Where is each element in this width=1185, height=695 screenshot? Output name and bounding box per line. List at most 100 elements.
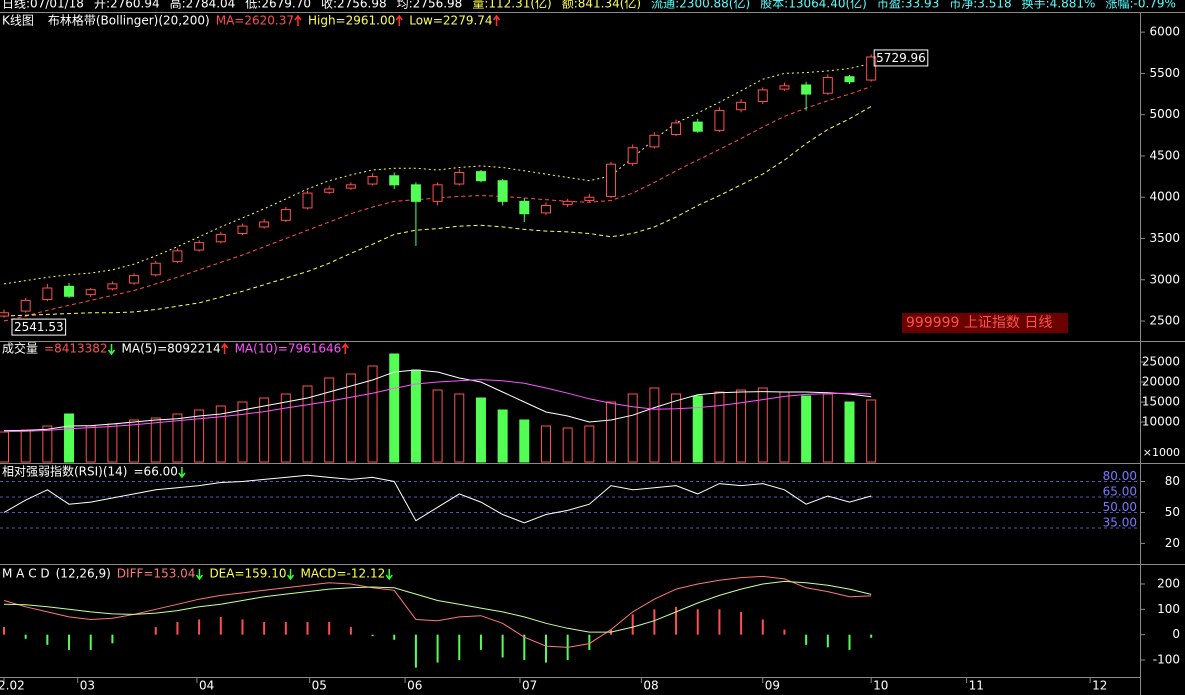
- volume-bar: [692, 395, 703, 463]
- candle-body: [107, 283, 118, 290]
- panel-title: K线图: [2, 14, 34, 28]
- series-line: [3, 580, 872, 633]
- indicator-label: High=2961.00: [308, 14, 395, 28]
- candle-body: [584, 196, 595, 202]
- candle-body: [866, 56, 877, 81]
- indicator-label: 布林格带(Bollinger)(20,200): [48, 13, 210, 28]
- trend-arrow: [220, 342, 229, 354]
- volume-bar: [172, 413, 183, 463]
- volume-bar: [671, 393, 682, 463]
- label-box: [873, 49, 929, 67]
- volume-bar: [519, 419, 530, 463]
- indicator-label: 成交量: [2, 341, 38, 356]
- candle-body: [367, 176, 378, 185]
- trend-arrow: [395, 14, 403, 26]
- candle-body: [324, 188, 335, 193]
- volume-bar: [64, 413, 75, 463]
- series-line: [3, 369, 872, 432]
- x-tick-label: 04: [199, 679, 214, 693]
- candle-body: [736, 101, 747, 111]
- reference-label: 65.00: [1103, 484, 1137, 498]
- candle-body: [606, 163, 617, 197]
- quote-field: 额:841.34(亿): [562, 0, 641, 11]
- indicator-label: M A C D: [2, 567, 50, 581]
- volume-bar: [237, 401, 248, 463]
- volume-bar: [454, 393, 465, 463]
- candle-body: [692, 121, 703, 132]
- volume-bar: [259, 397, 270, 463]
- volume-bar: [85, 425, 96, 463]
- indicator-label: =66.00: [134, 465, 178, 479]
- volume-bar: [345, 373, 356, 463]
- indicator-label: MA(5)=8092214: [122, 342, 221, 356]
- quote-field: 收:2756.98: [321, 0, 387, 11]
- y-tick-label: 200: [1157, 576, 1180, 590]
- x-tick-label: 03: [80, 679, 95, 693]
- quote-field: 低:2679.70: [245, 0, 311, 11]
- volume-bar: [42, 425, 53, 463]
- volume-bar: [649, 387, 660, 463]
- candle-body: [822, 77, 833, 94]
- candle-body: [714, 110, 725, 131]
- candle-body: [389, 175, 400, 186]
- unit-label: ×1000: [1143, 446, 1180, 459]
- candle-body: [237, 225, 248, 235]
- candle-body: [129, 275, 140, 284]
- trend-arrow: [107, 344, 116, 356]
- candle-body: [345, 184, 356, 189]
- volume-bar: [389, 353, 400, 463]
- candle-body: [562, 200, 573, 206]
- y-tick-label: 20000: [1142, 375, 1180, 389]
- y-tick-label: 4000: [1149, 190, 1180, 204]
- trend-arrow: [385, 569, 393, 581]
- trend-arrow: [178, 467, 186, 479]
- volume-bar: [497, 409, 508, 463]
- volume-bar: [280, 393, 291, 463]
- quote-field: 涨幅:-0.79%: [1105, 0, 1176, 11]
- volume-bar: [801, 395, 812, 463]
- quote-field: 日线:07/01/18: [2, 0, 84, 11]
- volume-bar: [324, 377, 335, 463]
- volume-bar: [475, 397, 486, 463]
- volume-bar: [606, 401, 617, 463]
- quote-field: 市盈:33.93: [877, 0, 939, 11]
- volume-bar: [736, 389, 747, 463]
- volume-bar: [107, 423, 118, 463]
- y-tick-label: 20: [1165, 536, 1180, 550]
- candle-body: [150, 262, 161, 276]
- candle-body: [0, 312, 9, 317]
- quote-field: 高:2784.04: [170, 0, 236, 11]
- quote-field: 市净:3.518: [949, 0, 1011, 11]
- volume-bar: [562, 427, 573, 463]
- indicator-label: MACD=-12.12: [301, 567, 386, 581]
- candle-body: [20, 299, 31, 312]
- candle-body: [519, 200, 530, 215]
- x-tick-label: 11: [969, 679, 984, 693]
- y-tick-label: 5000: [1149, 107, 1180, 121]
- series-line: [3, 105, 872, 317]
- y-tick-label: 0: [1172, 627, 1180, 641]
- volume-bar: [844, 401, 855, 463]
- indicator-label: MA(10)=7961646: [235, 342, 342, 356]
- volume-bar: [822, 393, 833, 463]
- trend-arrow: [294, 14, 302, 26]
- volume-bar: [757, 387, 768, 463]
- low-label: 2541.53: [14, 320, 64, 334]
- y-tick-label: 2500: [1149, 314, 1180, 328]
- y-tick-label: 4500: [1149, 148, 1180, 162]
- y-tick-label: 5500: [1149, 66, 1180, 80]
- trend-arrow: [195, 569, 204, 581]
- candle-body: [671, 122, 682, 135]
- indicator-label: DEA=159.10: [209, 567, 286, 581]
- candle-body: [497, 180, 508, 202]
- y-tick-label: 25000: [1142, 355, 1180, 369]
- x-tick-label: 12: [1092, 679, 1107, 693]
- indicator-label: 相对强弱指数(RSI)(14): [2, 464, 128, 479]
- candle-body: [215, 233, 226, 243]
- volume-bar: [714, 391, 725, 463]
- candle-body: [454, 171, 465, 185]
- candle-body: [801, 84, 812, 95]
- candle-body: [194, 242, 205, 251]
